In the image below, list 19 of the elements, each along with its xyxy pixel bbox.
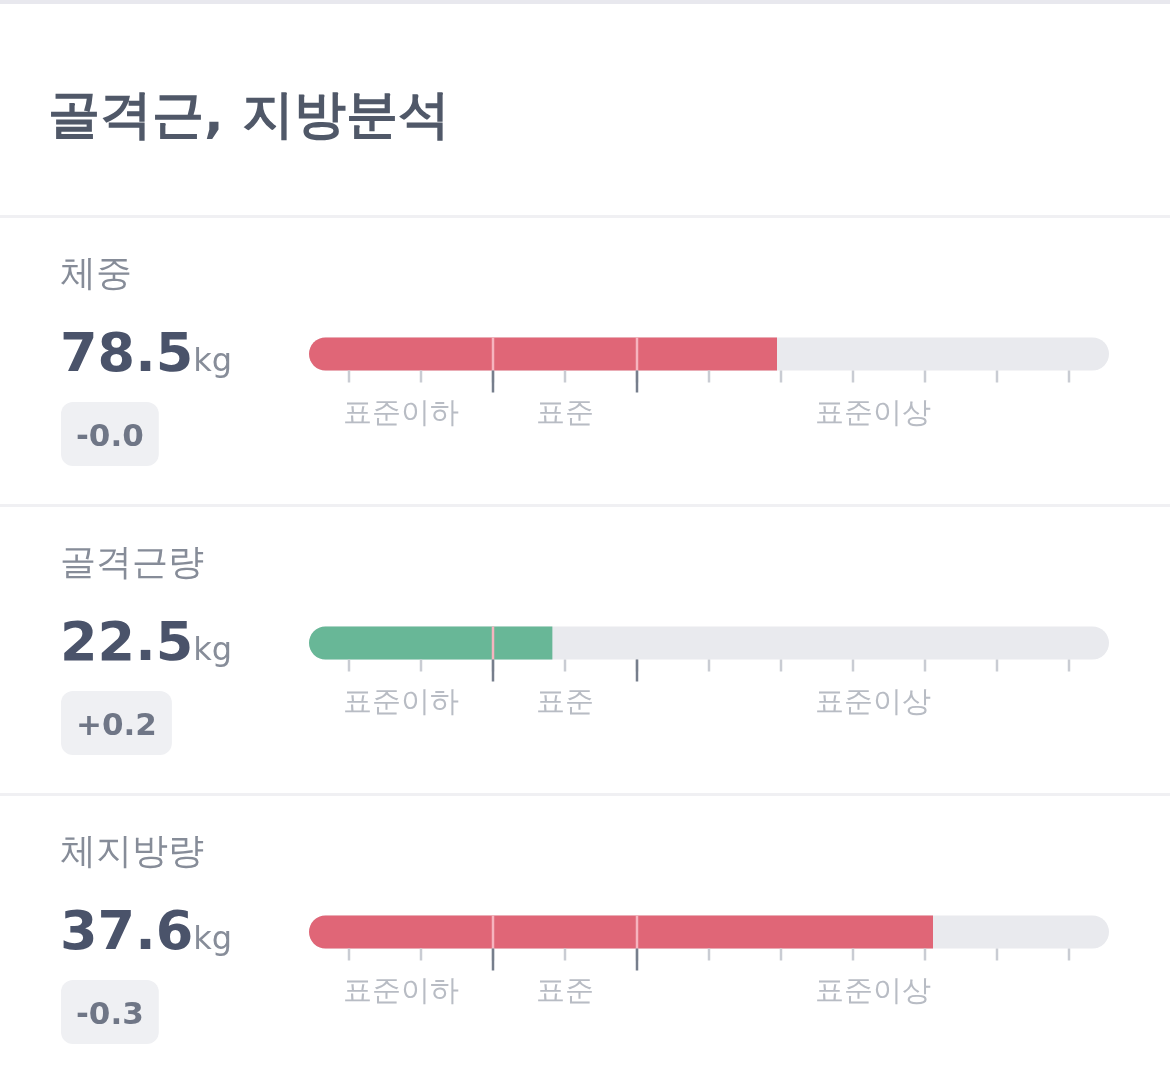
annotation: 표준이상 <box>815 395 931 429</box>
text: 37.6kg <box>60 899 233 962</box>
annotation: 표준이상 <box>815 973 931 1007</box>
y-tick-label: 체중 <box>60 252 132 293</box>
y-tick-label: 골격근량 <box>60 541 204 582</box>
chart-title: 골격근, 지방분석 <box>48 84 450 144</box>
text: 22.5kg <box>60 610 233 673</box>
annotation: 표준이하 <box>343 395 459 429</box>
text: -0.0 <box>76 417 144 453</box>
text: 78.5kg <box>60 321 233 384</box>
annotation: 표준 <box>536 395 594 429</box>
text: -0.3 <box>76 995 144 1031</box>
annotation: 표준이상 <box>815 684 931 718</box>
y-tick-label: 체지방량 <box>60 830 204 871</box>
annotation: 표준이하 <box>343 684 459 718</box>
annotation: 표준이하 <box>343 973 459 1007</box>
annotation: 표준 <box>536 973 594 1007</box>
annotation: 표준 <box>536 684 594 718</box>
text: +0.2 <box>76 706 157 742</box>
